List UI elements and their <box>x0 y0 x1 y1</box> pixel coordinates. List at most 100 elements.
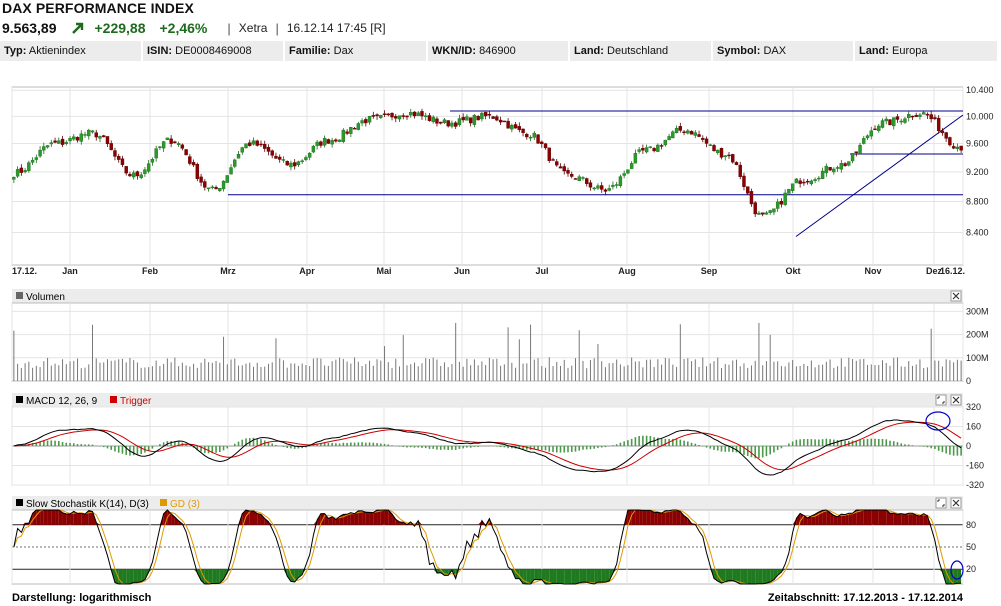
candle <box>656 143 660 152</box>
overbought-fill <box>897 513 902 525</box>
expand-panel-button[interactable] <box>935 394 947 406</box>
candle <box>15 166 20 178</box>
info-cell: Symbol: DAX <box>713 41 853 61</box>
gd-legend-swatch <box>160 499 167 506</box>
close-panel-button[interactable] <box>950 394 962 406</box>
candle <box>596 183 600 190</box>
close-icon <box>952 499 960 507</box>
oversold-fill <box>773 569 778 580</box>
overbought-fill <box>373 510 378 525</box>
candle <box>38 146 42 158</box>
candle <box>633 149 638 164</box>
candle <box>53 137 57 144</box>
candle <box>412 111 417 119</box>
x-tick-label: Sep <box>701 266 718 276</box>
candle <box>19 164 24 176</box>
candle <box>364 117 368 127</box>
info-value: Dax <box>333 45 354 57</box>
overbought-fill <box>66 513 71 525</box>
x-tick-label: 16.12. <box>940 266 965 276</box>
volume-grid <box>11 303 964 381</box>
overbought-fill <box>47 510 52 525</box>
candle <box>862 135 866 145</box>
candle <box>689 130 694 135</box>
info-value: Europa <box>892 45 928 57</box>
candle <box>236 151 241 159</box>
candle <box>779 198 784 208</box>
candle <box>345 129 349 136</box>
candle <box>577 174 581 182</box>
candle <box>547 147 551 163</box>
candle <box>951 143 956 150</box>
candle <box>102 134 106 138</box>
candle <box>180 143 185 151</box>
overbought-fill <box>867 510 872 525</box>
overbought-fill <box>395 519 400 525</box>
candle <box>798 177 802 188</box>
candle <box>667 133 671 141</box>
oversold-fill <box>597 569 602 583</box>
macd-y-axis: -320 -160 0 160 320 <box>966 402 984 490</box>
oversold-fill <box>579 569 583 583</box>
candle <box>532 130 537 141</box>
candle <box>805 178 810 185</box>
trend-line <box>795 114 964 237</box>
volume-title: Volumen <box>26 292 65 303</box>
close-panel-button[interactable] <box>950 290 962 302</box>
candle <box>300 159 304 164</box>
candle <box>289 160 293 171</box>
gd-line <box>13 509 962 585</box>
price-frame <box>11 86 964 266</box>
candle <box>652 147 656 153</box>
candle <box>476 115 480 121</box>
oversold-fill <box>601 569 606 583</box>
candle <box>817 176 821 182</box>
candle <box>809 179 814 186</box>
expand-panel-button[interactable] <box>935 497 947 509</box>
candle <box>933 114 937 121</box>
candle <box>517 122 522 133</box>
candle <box>184 149 188 156</box>
candle <box>266 144 271 156</box>
stochastic-panel: Slow Stochastik K(14), D(3) GD (3) 20 50 8… <box>11 496 976 585</box>
period-value: 17.12.2013 - 17.12.2014 <box>843 592 964 604</box>
overbought-fill <box>77 513 82 525</box>
overbought-fill <box>324 513 329 525</box>
overbought-fill <box>871 510 876 525</box>
candle <box>562 163 566 175</box>
oversold-fill <box>590 569 595 584</box>
candle <box>543 143 548 150</box>
overbought-fill <box>365 512 370 525</box>
stoch-header <box>12 496 963 510</box>
y-tick-label: 10.400 <box>966 85 994 95</box>
oversold-fill <box>564 569 568 584</box>
close-icon <box>952 292 960 300</box>
candle <box>229 164 233 175</box>
macd-line <box>13 419 962 476</box>
candle <box>457 114 462 127</box>
oversold-fill <box>710 569 715 579</box>
candle <box>49 139 54 147</box>
oversold-fill <box>743 569 748 584</box>
x-tick-label: Aug <box>618 266 636 276</box>
candle <box>57 137 61 144</box>
overbought-fill <box>73 511 78 525</box>
candle <box>169 135 173 148</box>
candle <box>731 153 735 164</box>
overbought-fill <box>841 514 846 525</box>
candle <box>592 186 596 191</box>
candle <box>783 189 787 207</box>
price-y-axis: 8.400 8.800 9.200 9.600 10.000 10.400 <box>966 85 994 237</box>
overbought-fill <box>833 515 838 525</box>
overbought-fill <box>246 510 250 525</box>
candle <box>618 174 623 188</box>
volume-panel: Volumen 0 100M 200M 300M <box>11 289 989 386</box>
y-tick-label: 100M <box>966 353 989 363</box>
candle <box>644 144 649 154</box>
y-tick-label: 0 <box>966 376 971 386</box>
candle <box>940 128 945 136</box>
close-panel-button[interactable] <box>950 497 962 509</box>
overbought-fill <box>830 512 834 525</box>
overbought-fill <box>182 523 187 525</box>
macd-lines <box>13 419 962 476</box>
